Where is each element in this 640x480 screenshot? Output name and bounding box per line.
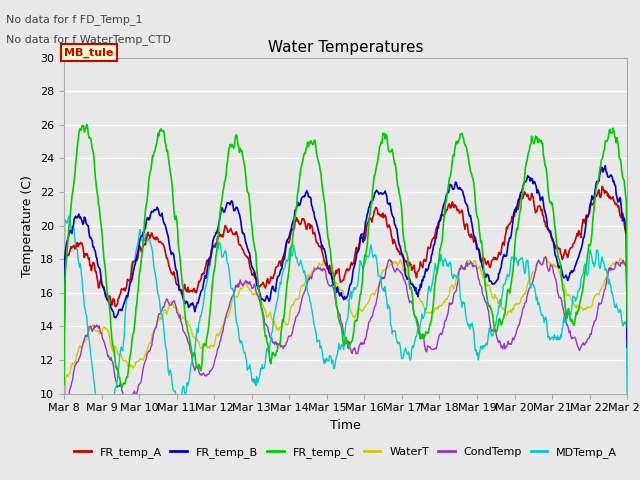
Y-axis label: Temperature (C): Temperature (C) bbox=[22, 175, 35, 276]
Text: No data for f WaterTemp_CTD: No data for f WaterTemp_CTD bbox=[6, 34, 172, 45]
Text: No data for f FD_Temp_1: No data for f FD_Temp_1 bbox=[6, 14, 143, 25]
Legend: FR_temp_A, FR_temp_B, FR_temp_C, WaterT, CondTemp, MDTemp_A: FR_temp_A, FR_temp_B, FR_temp_C, WaterT,… bbox=[70, 443, 621, 463]
X-axis label: Time: Time bbox=[330, 419, 361, 432]
Text: MB_tule: MB_tule bbox=[64, 48, 113, 58]
Title: Water Temperatures: Water Temperatures bbox=[268, 40, 423, 55]
